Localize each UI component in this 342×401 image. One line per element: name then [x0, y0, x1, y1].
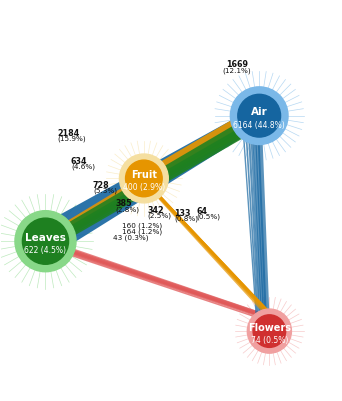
Circle shape [231, 87, 288, 144]
Circle shape [15, 211, 76, 272]
Text: (4.6%): (4.6%) [71, 164, 95, 170]
Text: 133: 133 [174, 209, 191, 218]
Text: 6164 (44.8%): 6164 (44.8%) [233, 122, 285, 130]
Text: 728: 728 [93, 181, 110, 190]
Circle shape [23, 218, 68, 264]
Polygon shape [42, 176, 146, 246]
Text: 342: 342 [147, 206, 164, 215]
Text: 164 (1.2%): 164 (1.2%) [122, 229, 162, 235]
Circle shape [119, 154, 168, 203]
Circle shape [247, 309, 291, 353]
Polygon shape [37, 107, 264, 255]
Text: 64: 64 [196, 207, 208, 216]
Circle shape [253, 315, 286, 347]
Text: Leaves: Leaves [25, 233, 66, 243]
Text: (15.9%): (15.9%) [57, 136, 86, 142]
Text: 43 (0.3%): 43 (0.3%) [113, 235, 149, 241]
Text: (5.3%): (5.3%) [93, 187, 117, 194]
Text: Flowers: Flowers [248, 323, 291, 333]
Text: 400 (2.9%): 400 (2.9%) [123, 183, 165, 192]
Text: (0.8%): (0.8%) [174, 216, 198, 222]
Text: 74 (0.5%): 74 (0.5%) [251, 336, 288, 345]
Text: Fruit: Fruit [131, 170, 157, 180]
Text: Air: Air [251, 107, 267, 117]
Text: (12.1%): (12.1%) [223, 68, 251, 74]
Text: 622 (4.5%): 622 (4.5%) [25, 246, 66, 255]
Text: 2184: 2184 [57, 129, 80, 138]
Text: (2.8%): (2.8%) [115, 206, 139, 213]
Text: 1669: 1669 [226, 60, 248, 69]
Text: 634: 634 [71, 157, 88, 166]
Polygon shape [141, 107, 264, 184]
Text: (2.5%): (2.5%) [147, 213, 171, 219]
Text: 385: 385 [115, 199, 132, 209]
Circle shape [238, 94, 280, 137]
Circle shape [126, 160, 162, 197]
Text: 160 (1.2%): 160 (1.2%) [122, 223, 162, 229]
Text: (0.5%): (0.5%) [196, 214, 221, 220]
